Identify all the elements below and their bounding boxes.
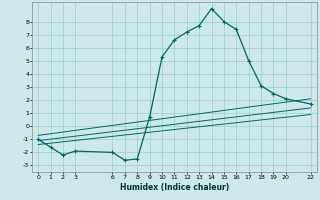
X-axis label: Humidex (Indice chaleur): Humidex (Indice chaleur): [120, 183, 229, 192]
